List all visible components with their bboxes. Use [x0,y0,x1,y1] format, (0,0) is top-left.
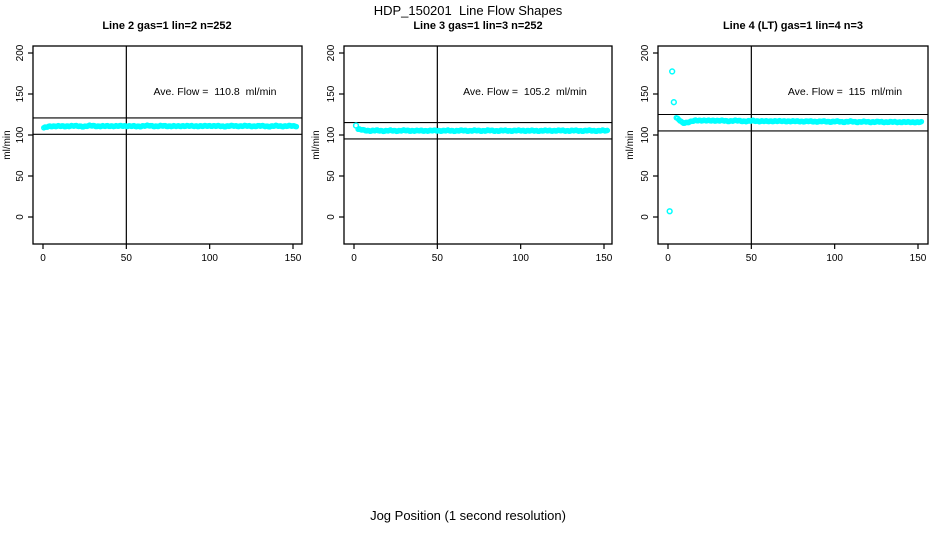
flow-point [604,127,611,134]
y-tick-label: 100 [326,126,337,143]
y-tick-label: 100 [640,126,651,143]
x-tick-label: 50 [121,253,133,264]
x-tick-label: 100 [201,253,218,264]
panel-1-plot: 0 50 100 150 0 50 100 150 200 [15,44,303,264]
panel2-ave-flow-annotation: Ave. Flow = 105.2 ml/min [463,86,587,98]
flow-point [918,118,925,125]
x-tick-label: 0 [40,253,46,264]
panel3-title: Line 4 (LT) gas=1 lin=4 n=3 [722,20,864,32]
x-tick-label: 100 [826,253,843,264]
x-tick-label: 50 [746,253,758,264]
panel-2-plot: 0 50 100 150 0 50 100 150 200 [326,44,613,264]
x-tick-label: 150 [285,253,302,264]
flow-point [293,123,300,130]
panel1-title: Line 2 gas=1 lin=2 n=252 [102,20,232,32]
flow-outlier-point [669,68,676,75]
panel1-ave-flow-annotation: Ave. Flow = 110.8 ml/min [153,86,277,98]
x-tick-label: 150 [910,253,927,264]
y-tick-label: 150 [326,85,337,102]
y-tick-label: 200 [326,44,337,61]
y-tick-label: 200 [15,44,26,61]
panel2-title: Line 3 gas=1 lin=3 n=252 [413,20,543,32]
y-tick-label: 50 [15,170,26,182]
y-tick-label: 50 [640,170,651,182]
shared-x-axis-label: Jog Position (1 second resolution) [370,508,566,523]
panel3-y-axis-label: ml/min [625,130,636,160]
y-tick-label: 200 [640,44,651,61]
y-tick-label: 150 [15,85,26,102]
panel-3-plot: 0 50 100 150 0 50 100 150 200 [640,44,929,264]
panel2-y-axis-label: ml/min [311,130,322,160]
flow-outlier-point [352,122,360,129]
flow-outlier-point [670,99,677,106]
y-tick-label: 150 [640,85,651,102]
x-tick-label: 100 [512,253,529,264]
x-tick-label: 150 [596,253,613,264]
y-tick-label: 50 [326,170,337,182]
y-tick-label: 100 [15,126,26,143]
panel3-ave-flow-annotation: Ave. Flow = 115 ml/min [787,86,903,98]
x-tick-label: 0 [665,253,671,264]
panel1-y-axis-label: ml/min [2,130,13,160]
x-tick-label: 0 [351,253,357,264]
flow-outlier-point [666,208,673,215]
plots-canvas: 0 50 100 150 0 50 100 150 200 0 50 100 150 0 50 100 150 2… [15,44,929,264]
y-tick-label: 0 [15,214,26,220]
x-tick-label: 50 [432,253,444,264]
figure-title: HDP_150201 Line Flow Shapes [373,3,563,18]
y-tick-label: 0 [640,214,651,220]
y-tick-label: 0 [326,214,337,220]
